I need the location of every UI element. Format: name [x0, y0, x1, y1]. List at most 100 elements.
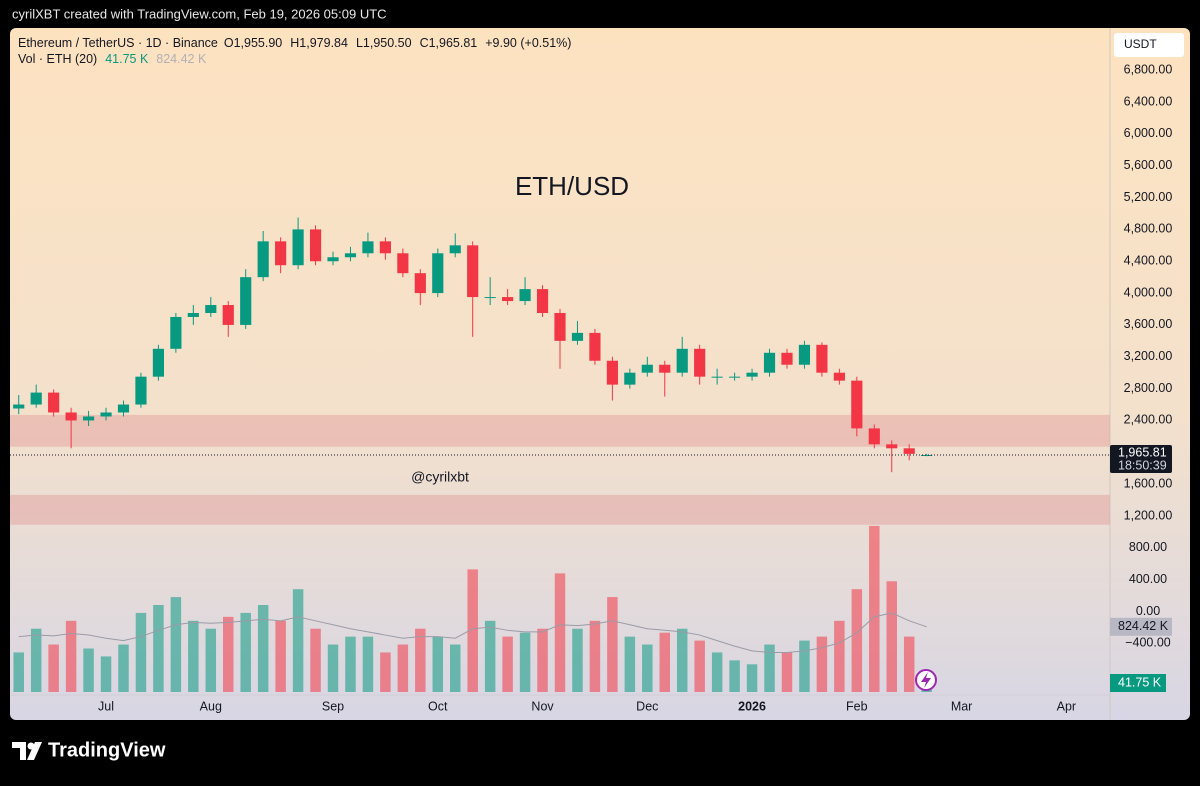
x-tick-label: Nov [531, 699, 554, 713]
candle-body [624, 372, 636, 385]
volume-bar [729, 660, 740, 692]
volume-bar [415, 628, 426, 692]
x-tick-label: Feb [846, 699, 868, 713]
candle-body [397, 253, 409, 274]
last-volume-box [1110, 674, 1166, 692]
candle-body [833, 372, 845, 381]
y-tick-label: 3,600.00 [1124, 317, 1173, 331]
volume-ma-value: 824.42 K [156, 52, 207, 66]
y-tick-label: 5,600.00 [1124, 158, 1173, 172]
volume-bar [886, 581, 897, 692]
volume-bar [240, 612, 251, 692]
volume-bar [362, 636, 374, 692]
volume-bar [257, 605, 269, 692]
y-tick-label: 6,400.00 [1124, 94, 1173, 108]
volume-bar [48, 644, 59, 692]
volume-bar [903, 636, 915, 692]
candle-body [502, 297, 514, 302]
volume-bar [484, 620, 496, 692]
candle-body [921, 455, 933, 457]
candle-body [65, 412, 77, 421]
candle-body [554, 312, 566, 341]
volume-bar [781, 652, 793, 692]
candle-body [729, 376, 741, 378]
y-tick-label: 6,800.00 [1124, 62, 1173, 76]
y-tick-label: 5,200.00 [1124, 190, 1173, 204]
candle-body [170, 316, 182, 349]
volume-bar [659, 632, 670, 692]
y-tick-label: 800.00 [1129, 540, 1167, 554]
volume-bar [572, 628, 583, 692]
volume-bar [746, 664, 758, 692]
candle-body [327, 257, 339, 262]
volume-bar [380, 652, 391, 692]
y-tick-label: 4,800.00 [1124, 222, 1173, 236]
candle-body [886, 444, 898, 449]
y-tick-label: 2,400.00 [1124, 413, 1173, 427]
candle-body [519, 289, 531, 302]
candle-body [257, 241, 269, 278]
y-tick-label: 4,400.00 [1124, 254, 1173, 268]
volume-bar [711, 652, 723, 692]
volume-legend: Vol · ETH (20) 41.75 K 824.42 K [18, 52, 207, 66]
x-tick-label: Jul [98, 699, 114, 713]
volume-bar [223, 616, 234, 692]
volume-bar [275, 620, 286, 692]
y-tick-label: 4,000.00 [1124, 285, 1173, 299]
candle-body [763, 352, 776, 373]
volume-bar [100, 656, 112, 692]
alert-icon [915, 669, 937, 691]
candle-body [432, 253, 444, 294]
watermark: @cyrilxbt [411, 469, 469, 485]
volume-bar [327, 644, 339, 692]
volume-bar [502, 636, 513, 692]
candle-body [798, 344, 811, 365]
volume-bar [153, 605, 164, 692]
chart-panel [10, 28, 1190, 720]
volume-bar [170, 597, 182, 692]
caption: cyrilXBT created with TradingView.com, F… [12, 6, 387, 21]
candle-body [676, 348, 688, 373]
candle-body [571, 332, 584, 341]
x-tick-label: 2026 [738, 699, 766, 713]
last-volume-label: 41.75 K [1118, 675, 1162, 689]
volume-title: Vol · ETH (20) [18, 52, 97, 66]
volume-ma-label: 824.42 K [1118, 619, 1169, 633]
volume-bar [537, 628, 548, 692]
candle-body [152, 348, 164, 377]
x-tick-label: Dec [636, 699, 658, 713]
ohlc-value: L1,950.50 [356, 36, 412, 50]
volume-bar [624, 636, 636, 692]
volume-bar [30, 628, 42, 692]
last-price-label: 1,965.81 [1118, 445, 1167, 459]
candle-body [187, 312, 199, 317]
candle-body [659, 364, 671, 373]
candle-body [694, 348, 706, 377]
candle-body [379, 241, 391, 254]
candle-body [746, 372, 758, 377]
ohlc-value: O1,955.90 [224, 36, 282, 50]
candle-body [362, 241, 374, 254]
x-tick-label: Aug [200, 699, 222, 713]
change: +9.90 (+0.51%) [485, 36, 571, 50]
brand-logo [12, 742, 42, 760]
volume-bar [764, 644, 775, 692]
countdown: 18:50:39 [1118, 458, 1167, 472]
candle-body [467, 245, 479, 298]
volume-bar [554, 573, 566, 692]
candle-body [589, 332, 601, 361]
candle-body [135, 376, 147, 405]
candle-body [606, 360, 618, 385]
zone [10, 494, 1110, 525]
currency: USDT [1124, 37, 1157, 51]
volume-value: 41.75 K [105, 52, 149, 66]
y-tick-label: 0.00 [1136, 604, 1160, 618]
x-tick-label: Mar [951, 699, 973, 713]
volume-bar [851, 589, 863, 692]
candle-body [868, 428, 880, 445]
volume-bar [135, 612, 147, 692]
symbol: Ethereum / TetherUS · 1D · Binance [18, 36, 218, 50]
candle-body [781, 352, 793, 365]
ohlc-value: H1,979.84 [290, 36, 348, 50]
volume-bar [188, 620, 199, 692]
